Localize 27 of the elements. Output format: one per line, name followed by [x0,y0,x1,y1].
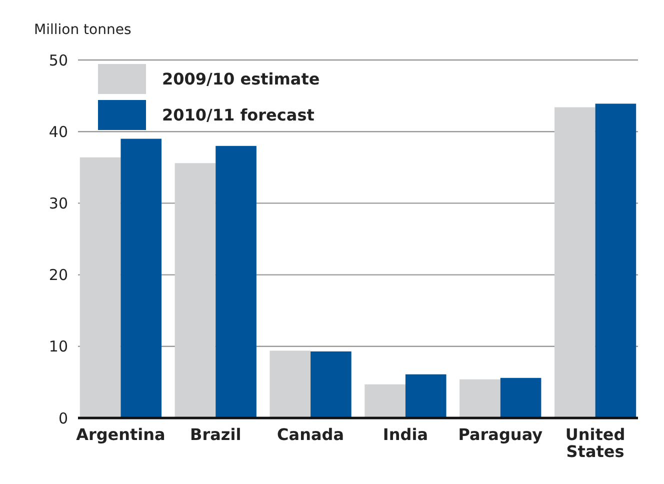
bar [554,107,596,418]
legend-label: 2010/11 forecast [162,106,315,125]
x-tick-label: Paraguay [458,425,544,444]
x-tick-label: United States [565,425,626,461]
bar [216,146,256,418]
y-tick-label: 0 [58,409,68,428]
bar [120,138,162,418]
x-tick-label: Brazil [190,425,242,444]
bar [595,104,636,418]
bar [174,163,216,418]
y-axis-title: Million tonnes [34,22,132,38]
y-tick-label: 20 [48,266,68,284]
y-tick-label: 10 [48,338,68,356]
x-tick-label: Argentina [76,425,166,444]
bar [460,379,500,418]
y-tick-label: 50 [48,51,68,70]
bar [310,351,352,418]
y-tick-label: 40 [48,122,68,141]
x-tick-label: Canada [277,425,344,444]
y-tick-label: 30 [48,194,68,212]
x-tick-label: India [382,425,428,444]
legend-label: 2009/10 estimate [162,70,320,89]
bar [270,350,311,418]
bar [364,384,406,418]
bar [405,374,446,418]
bar [80,157,121,418]
bar [500,378,542,418]
